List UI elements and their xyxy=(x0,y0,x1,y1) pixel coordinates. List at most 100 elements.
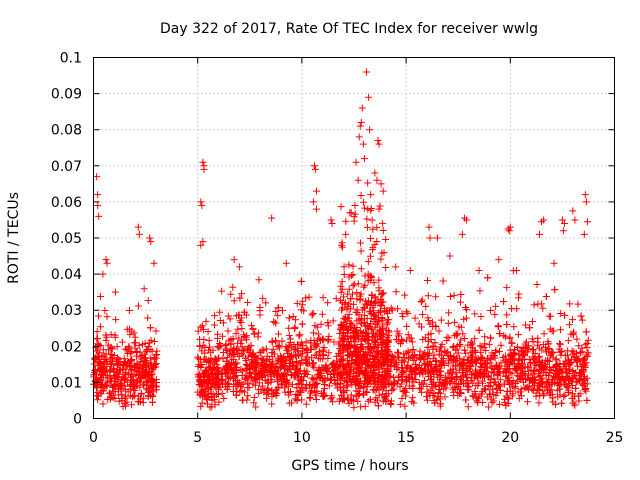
data-point xyxy=(425,372,433,380)
data-point xyxy=(429,391,437,399)
data-point xyxy=(278,380,286,388)
data-point xyxy=(556,340,564,348)
y-tick-label: 0.07 xyxy=(51,159,82,175)
data-point xyxy=(215,354,223,362)
data-point xyxy=(425,223,433,231)
data-point xyxy=(198,399,206,407)
data-point xyxy=(294,370,302,378)
data-point xyxy=(384,377,392,385)
data-point xyxy=(219,348,227,356)
data-point xyxy=(375,287,383,295)
data-point xyxy=(570,328,578,336)
data-point xyxy=(367,191,375,199)
data-point xyxy=(575,397,583,405)
data-point xyxy=(471,335,479,343)
data-point xyxy=(560,392,568,400)
data-point xyxy=(257,371,265,379)
data-point xyxy=(103,362,111,370)
data-point xyxy=(577,349,585,357)
data-point xyxy=(554,368,562,376)
data-point xyxy=(99,387,107,395)
data-point xyxy=(297,389,305,397)
data-point xyxy=(472,349,480,357)
data-point xyxy=(351,202,359,210)
data-point xyxy=(481,333,489,341)
data-point xyxy=(551,379,559,387)
data-point xyxy=(439,277,447,285)
y-tick-label: 0.04 xyxy=(51,267,82,283)
data-point xyxy=(459,369,467,377)
data-point xyxy=(134,223,142,231)
data-point xyxy=(124,370,132,378)
data-point xyxy=(273,377,281,385)
data-point xyxy=(569,207,577,215)
data-point xyxy=(298,356,306,364)
data-point xyxy=(515,357,523,365)
data-point xyxy=(446,292,454,300)
data-point xyxy=(501,333,509,341)
data-point xyxy=(534,334,542,342)
data-point xyxy=(93,347,101,355)
data-point xyxy=(249,325,257,333)
data-point xyxy=(366,126,374,134)
data-point xyxy=(354,176,362,184)
data-point xyxy=(367,347,375,355)
data-point xyxy=(457,291,465,299)
data-point xyxy=(243,332,251,340)
data-point xyxy=(281,388,289,396)
data-point xyxy=(101,306,109,314)
data-point xyxy=(568,347,576,355)
data-point xyxy=(388,386,396,394)
data-point xyxy=(142,346,150,354)
data-point xyxy=(354,375,362,383)
data-point xyxy=(443,337,451,345)
data-point xyxy=(197,403,205,411)
data-point xyxy=(275,344,283,352)
data-point xyxy=(340,315,348,323)
data-point xyxy=(224,327,232,335)
data-point xyxy=(449,365,457,373)
data-point xyxy=(206,343,214,351)
data-point xyxy=(107,360,115,368)
data-point xyxy=(302,338,310,346)
data-point xyxy=(291,395,299,403)
data-point xyxy=(496,376,504,384)
data-point xyxy=(340,293,348,301)
data-point xyxy=(368,216,376,224)
data-point xyxy=(499,353,507,361)
data-point xyxy=(535,383,543,391)
data-point xyxy=(93,173,101,181)
data-point xyxy=(241,374,249,382)
data-point xyxy=(367,325,375,333)
data-point xyxy=(108,377,116,385)
data-point xyxy=(91,366,99,374)
data-point xyxy=(361,281,369,289)
data-point xyxy=(394,348,402,356)
data-point xyxy=(142,356,150,364)
data-point xyxy=(550,259,558,267)
data-point xyxy=(301,370,309,378)
data-point xyxy=(454,349,462,357)
data-point xyxy=(408,398,416,406)
data-point xyxy=(547,386,555,394)
data-point xyxy=(569,330,577,338)
data-point xyxy=(367,234,375,242)
data-point xyxy=(361,204,369,212)
data-point xyxy=(140,285,148,293)
data-point xyxy=(485,403,493,411)
y-axis-label: ROTI / TECUs xyxy=(6,192,22,284)
data-point xyxy=(288,381,296,389)
data-point xyxy=(582,328,590,336)
data-point xyxy=(219,375,227,383)
data-point xyxy=(103,333,111,341)
data-point xyxy=(371,294,379,302)
data-point xyxy=(365,375,373,383)
data-point xyxy=(411,351,419,359)
data-point xyxy=(508,392,516,400)
data-point xyxy=(147,238,155,246)
data-point xyxy=(424,314,432,322)
data-point xyxy=(194,353,202,361)
data-point xyxy=(216,317,224,325)
data-point xyxy=(310,364,318,372)
data-point xyxy=(94,312,102,320)
